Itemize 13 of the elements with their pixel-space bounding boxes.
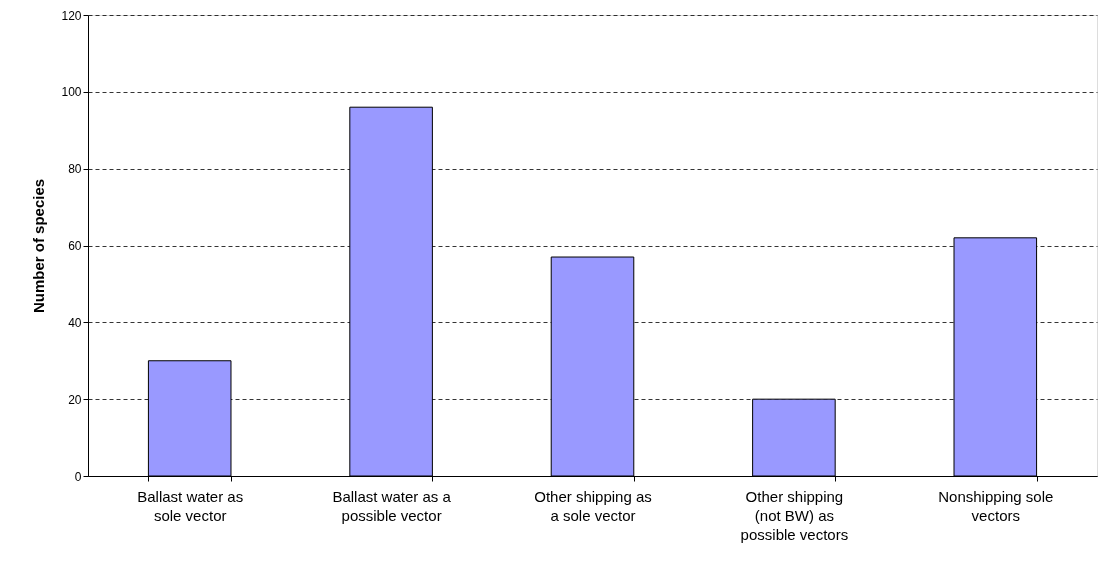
x-tick-label: Other shipping (not BW) as possible vectors [740, 487, 849, 543]
y-axis-title: Number of species [30, 178, 48, 314]
x-tick-label: Nonshipping sole vectors [938, 487, 1054, 524]
y-tick-label: 0 [74, 469, 82, 484]
y-tick-label: 120 [61, 8, 82, 23]
y-tick-label: 80 [68, 162, 82, 177]
y-tick-label: 100 [61, 85, 82, 100]
x-tick-label: Ballast water as sole vector [137, 487, 244, 524]
y-tick-label: 20 [68, 392, 82, 407]
x-tick-label: Ballast water as a possible vector [332, 487, 452, 524]
x-tick-label: Other shipping as a sole vector [534, 487, 652, 524]
y-tick-label: 40 [68, 315, 82, 330]
y-tick-label: 60 [68, 239, 82, 253]
